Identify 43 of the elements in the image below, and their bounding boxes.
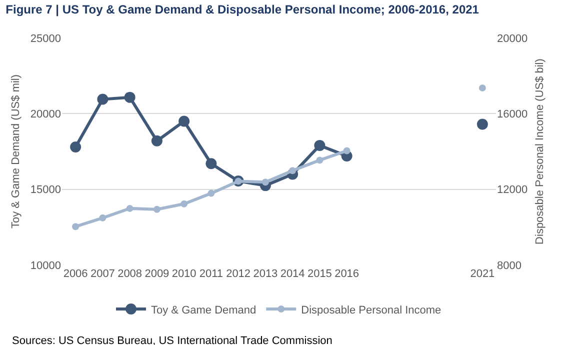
point [476,118,488,130]
chart-title: Figure 7 | US Toy & Game Demand & Disposable Personal Income; 2006-2016, 2021 [6,2,480,17]
y-tick-label: 25000 [30,32,61,45]
x-tick-label: 2013 [253,268,278,280]
x-tick-label: 2010 [172,268,196,280]
point [151,135,162,146]
x-tick-label: 2021 [470,268,495,280]
point [208,190,215,197]
x-tick-label: 2007 [90,268,115,280]
y2-axis-title: Disposable Personal Income (US$ bil) [534,58,546,244]
point [180,200,188,208]
x-tick-label: 2015 [307,268,332,280]
point [289,167,296,174]
x-tick-label: 2012 [226,268,251,280]
x-tick-label: 2006 [63,268,88,280]
y2-tick-label: 12000 [497,184,528,196]
y-axis-title: Toy & Game Demand (US$ mil) [10,74,22,229]
point [70,141,82,152]
point [343,147,350,154]
point [178,116,190,127]
point [206,158,217,170]
x-tick-label: 2011 [199,268,224,280]
y2-tick-label: 16000 [497,108,528,121]
point [124,92,136,103]
point [316,156,324,164]
point [97,94,108,105]
x-tick-label: 2016 [334,268,360,280]
point [153,206,160,213]
y-tick-label: 20000 [30,108,61,121]
point [72,223,80,230]
x-tick-label: 2008 [118,268,142,280]
point [126,204,134,212]
legend-label: Disposable Personal Income [301,304,442,316]
point [314,140,326,151]
legend-label: Toy & Game Demand [151,304,256,316]
x-tick-label: 2009 [144,268,170,280]
point [99,214,106,222]
y2-tick-label: 8000 [497,260,522,272]
x-tick-label: 2014 [280,268,305,280]
y-tick-label: 10000 [30,260,61,272]
y-tick-label: 15000 [30,184,61,196]
y2-tick-label: 20000 [497,32,528,45]
point [262,178,269,186]
